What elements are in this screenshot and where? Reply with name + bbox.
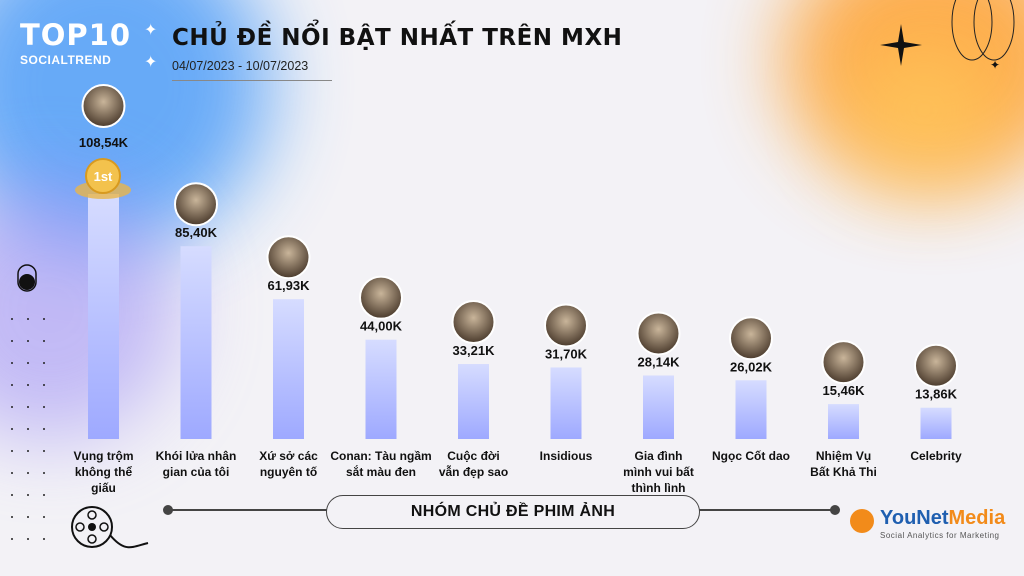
brand-logo: YouNetMedia Social Analytics for Marketi… (850, 507, 1005, 540)
topic-avatar (359, 275, 403, 320)
bar (365, 339, 397, 439)
sparkle-icon: ✦ (990, 58, 1001, 72)
category-label: Insidious (540, 449, 593, 463)
group-label: NHÓM CHỦ ĐỀ PHIM ẢNH (326, 495, 700, 529)
category-label: vẫn đẹp sao (439, 464, 508, 479)
star-icon (880, 24, 922, 66)
category-label: Cuộc đời (447, 449, 500, 463)
value-label: 15,46K (823, 383, 866, 398)
first-place-badge: 1st (75, 158, 131, 199)
category-label: Vụng trộm (74, 449, 134, 463)
brand-tagline: Social Analytics for Marketing (880, 531, 1000, 540)
topic-avatar (821, 340, 866, 385)
category-label: Gia đình (635, 449, 683, 463)
topic-avatar (914, 343, 958, 388)
bar (458, 364, 489, 439)
category-label: Khói lửa nhân (156, 449, 237, 463)
divider-endpoint (830, 505, 840, 515)
value-label: 33,21K (453, 343, 496, 358)
bar (735, 380, 767, 439)
topic-avatar (636, 311, 681, 356)
topic-avatar (174, 182, 218, 227)
top10-logo: TOP10 SOCIALTREND (20, 20, 160, 67)
value-label: 28,14K (638, 354, 681, 369)
category-label: sắt màu đen (346, 464, 416, 479)
topic-avatar (81, 84, 126, 128)
dot-pattern (11, 318, 46, 546)
topic-avatar (729, 316, 773, 361)
category-label: giấu (91, 481, 116, 495)
bar (828, 404, 859, 439)
bar (273, 299, 304, 439)
category-label: Nhiệm Vụ (816, 449, 871, 463)
sparkle-icon: ✦ (144, 54, 158, 71)
brand-name-part: Media (948, 507, 1006, 529)
film-reel-icon (71, 506, 149, 549)
category-label: Bất Khả Thi (810, 465, 877, 479)
value-label: 44,00K (360, 319, 403, 334)
category-label: mình vui bất (623, 465, 694, 479)
category-label: nguyên tố (260, 465, 317, 479)
value-label: 85,40K (175, 225, 218, 240)
rank-badge-label: 1st (94, 169, 113, 184)
category-label: không thể (75, 465, 133, 479)
page-title: CHỦ ĐỀ NỔI BẬT NHẤT TRÊN MXH (172, 25, 623, 51)
logo-sub-text: SOCIALTREND (20, 53, 112, 67)
category-label: Ngọc Cốt dao (712, 449, 790, 463)
topic-avatar (544, 303, 588, 348)
value-label: 108,54K (79, 135, 129, 150)
topic-avatar (451, 300, 496, 345)
brand-name: YouNetMedia (880, 507, 1005, 530)
yellow-glow (844, 40, 1004, 180)
divider-endpoint (163, 505, 173, 515)
category-label: Conan: Tàu ngầm (330, 449, 431, 463)
bar (88, 194, 119, 439)
brand-name-part: YouNet (880, 507, 949, 529)
value-label: 26,02K (730, 359, 773, 374)
bar (550, 367, 582, 439)
value-label: 31,70K (545, 346, 588, 361)
category-label: Xứ sở các (259, 449, 318, 463)
rings-decoration-icon (951, 0, 1015, 61)
category-label: gian của tôi (163, 465, 230, 479)
value-label: 61,93K (268, 278, 311, 293)
sparkle-icon: ✦ (144, 22, 158, 39)
bar (180, 246, 212, 439)
value-label: 13,86K (915, 387, 958, 402)
bar (643, 375, 674, 439)
date-range: 04/07/2023 - 10/07/2023 (172, 59, 309, 73)
category-label: thình lình (632, 481, 686, 495)
bar (920, 407, 952, 439)
topic-avatar (266, 235, 311, 280)
logo-top-text: TOP10 (20, 18, 132, 52)
divider (172, 80, 332, 81)
category-label: Celebrity (910, 449, 962, 463)
toggle-icon (17, 264, 37, 292)
brand-mark-icon (850, 509, 874, 533)
